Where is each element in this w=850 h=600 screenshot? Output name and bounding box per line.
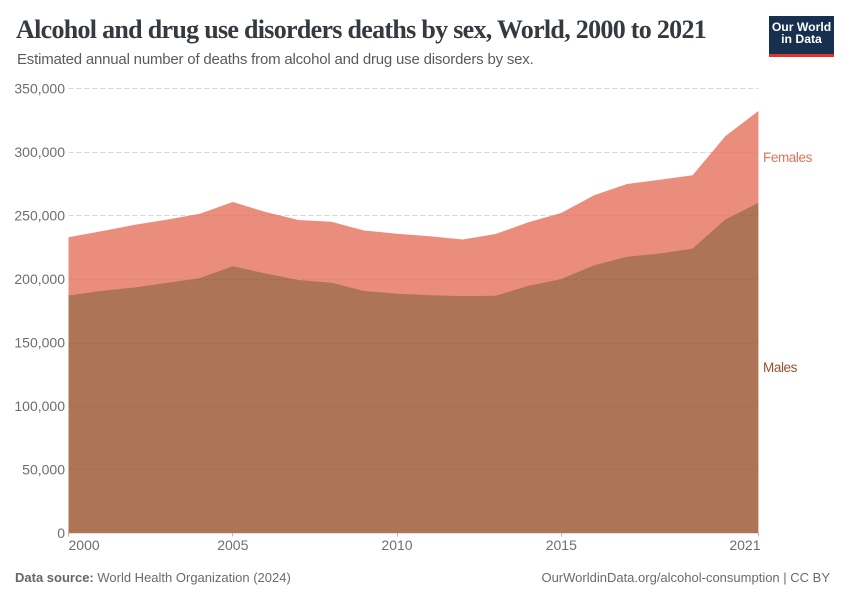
svg-text:2005: 2005: [217, 537, 248, 553]
svg-text:2010: 2010: [381, 537, 412, 553]
svg-text:150,000: 150,000: [14, 335, 65, 351]
svg-text:Females: Females: [763, 150, 813, 165]
svg-text:300,000: 300,000: [14, 144, 65, 160]
svg-text:2000: 2000: [69, 537, 100, 553]
svg-text:Males: Males: [763, 360, 798, 375]
svg-text:100,000: 100,000: [14, 398, 65, 414]
svg-text:250,000: 250,000: [14, 208, 65, 224]
svg-text:0: 0: [57, 525, 65, 541]
svg-text:50,000: 50,000: [22, 462, 65, 478]
svg-text:2021: 2021: [729, 537, 760, 553]
svg-text:200,000: 200,000: [14, 271, 65, 287]
svg-text:2015: 2015: [546, 537, 577, 553]
svg-text:350,000: 350,000: [14, 81, 65, 97]
